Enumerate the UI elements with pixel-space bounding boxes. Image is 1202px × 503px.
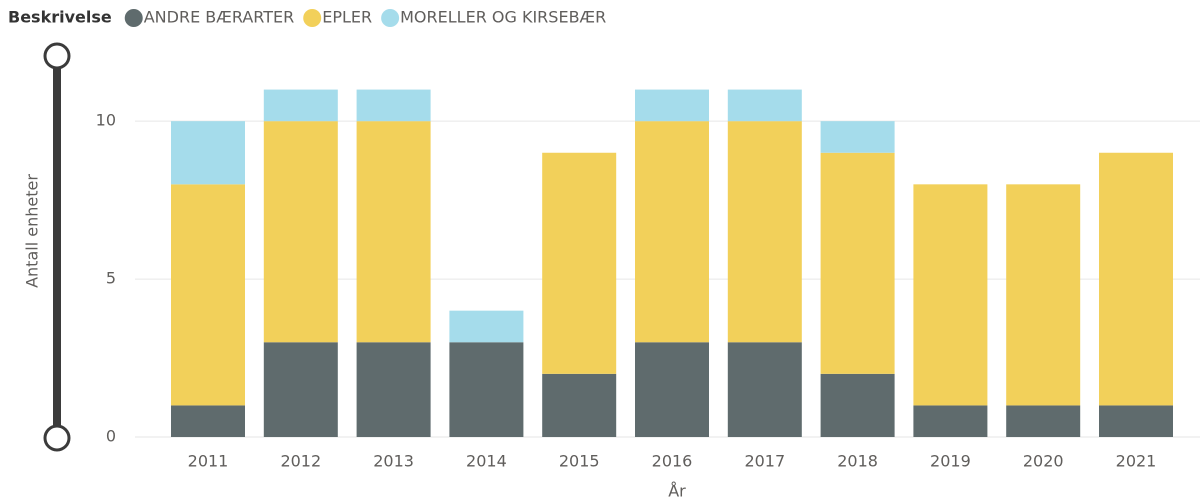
x-tick-label: 2016	[652, 452, 693, 471]
x-tick-label: 2014	[466, 452, 507, 471]
bar-segment	[1006, 405, 1081, 437]
bar-segment	[171, 121, 245, 185]
legend-label: EPLER	[322, 8, 372, 27]
bar-segment	[820, 152, 895, 374]
slider-handle[interactable]	[43, 42, 71, 70]
bar-segment	[356, 89, 431, 122]
y-axis-title: Antall enheter	[23, 174, 42, 288]
bar-segment	[449, 310, 524, 343]
legend-label: ANDRE BÆRARTER	[144, 8, 294, 27]
bar-segment	[913, 405, 988, 437]
x-tick-label: 2015	[559, 452, 600, 471]
bar-segment	[263, 121, 338, 343]
bar-segment	[635, 89, 709, 122]
bar-segment	[171, 184, 245, 406]
bar-segment	[356, 342, 431, 437]
y-tick-label: 5	[106, 269, 116, 288]
slider-handle[interactable]	[43, 424, 71, 452]
bar-segment	[727, 121, 802, 343]
slider-track	[53, 58, 61, 438]
bar-segment	[820, 121, 895, 153]
x-tick-label: 2017	[744, 452, 785, 471]
x-tick-label: 2020	[1023, 452, 1064, 471]
bar-segment	[542, 152, 617, 374]
x-tick-label: 2013	[373, 452, 414, 471]
bar-segment	[263, 342, 338, 437]
legend-marker	[303, 9, 322, 27]
x-tick-label: 2021	[1116, 452, 1157, 471]
x-tick-label: 2019	[930, 452, 971, 471]
y-tick-label: 0	[106, 427, 116, 446]
legend-marker	[124, 9, 143, 27]
legend-label: MORELLER OG KIRSEBÆR	[400, 8, 606, 27]
bar-segment	[356, 121, 431, 343]
bar-segment	[1006, 184, 1081, 406]
bar-segment	[635, 121, 709, 343]
y-tick-label: 10	[96, 111, 116, 130]
bar-segment	[727, 89, 802, 122]
bar-segment	[542, 373, 617, 437]
bar-segment	[171, 405, 245, 437]
bar-segment	[263, 89, 338, 122]
bar-segment	[727, 342, 802, 437]
bar-segment	[1099, 405, 1173, 437]
x-tick-label: 2012	[280, 452, 321, 471]
legend-marker	[381, 9, 400, 27]
bar-segment	[635, 342, 709, 437]
bar-segment	[913, 184, 988, 406]
zoom-slider[interactable]	[43, 42, 71, 452]
x-tick-label: 2011	[188, 452, 229, 471]
x-tick-label: 2018	[837, 452, 878, 471]
bar-segment	[820, 373, 895, 437]
bar-segment	[449, 342, 524, 437]
legend-title: Beskrivelse	[8, 8, 112, 27]
x-axis-title: År	[668, 482, 686, 501]
bar-segment	[1099, 152, 1173, 406]
